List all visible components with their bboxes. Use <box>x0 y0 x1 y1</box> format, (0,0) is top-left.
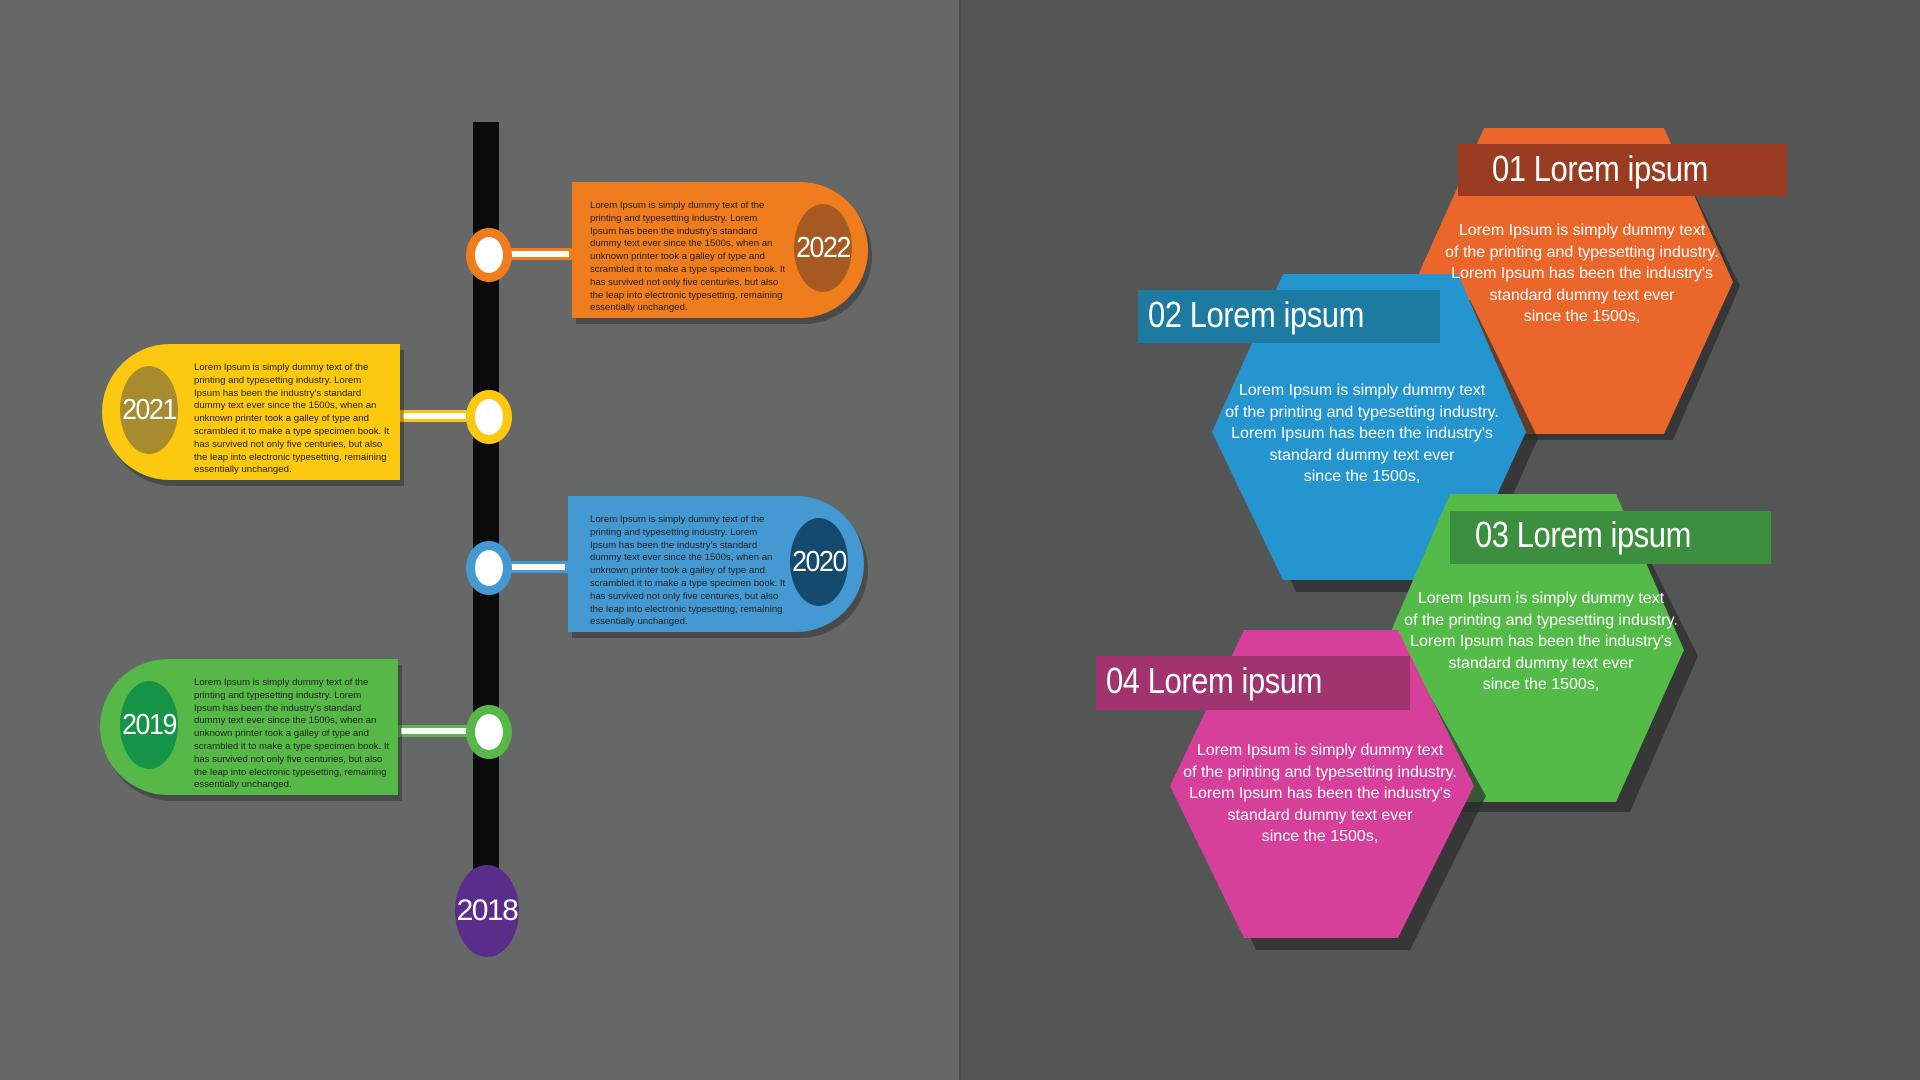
hexagon-04-line: since the 1500s, <box>1261 828 1379 845</box>
timeline-card-2022-text: Lorem Ipsum is simply dummy text of the … <box>590 200 786 314</box>
timeline-year-2019: 2019 <box>122 708 177 741</box>
hexagon-02-line: Lorem Ipsum is simply dummy text <box>1238 382 1486 399</box>
hexagon-02-title: 02 Lorem ipsum <box>1148 294 1364 335</box>
timeline-node-2019 <box>466 705 512 759</box>
hexagon-04-title: 04 Lorem ipsum <box>1106 660 1322 701</box>
timeline-card-2019-text: Lorem Ipsum is simply dummy text of the … <box>194 677 390 791</box>
hexagon-01-line: of the printing and typesetting industry… <box>1445 243 1719 261</box>
hexagon-02-line: of the printing and typesetting industry… <box>1225 403 1499 421</box>
timeline-card-2021: 2021 Lorem Ipsum is simply dummy text of… <box>102 344 400 480</box>
hexagon-03-line: Lorem Ipsum is simply dummy text <box>1417 590 1665 607</box>
hexagon-03 <box>1383 494 1771 812</box>
hexagon-03-body: Lorem Ipsum is simply dummy text of the … <box>1381 588 1701 696</box>
hexagon-04-line: standard dummy text ever <box>1227 806 1413 824</box>
timeline-year-2020: 2020 <box>792 545 847 578</box>
hexagon-04 <box>1096 630 1486 950</box>
hexagon-04-line: Lorem Ipsum has been the industry's <box>1189 785 1451 802</box>
timeline-node-2021 <box>466 390 512 444</box>
timeline-start-year: 2018 <box>456 894 519 927</box>
hexagon-03-title: 03 Lorem ipsum <box>1475 514 1691 555</box>
hexagon-01-line: since the 1500s, <box>1523 308 1641 325</box>
timeline-node-2022 <box>466 228 512 282</box>
hexagon-03-line: of the printing and typesetting industry… <box>1404 611 1678 629</box>
hexagon-04-line: of the printing and typesetting industry… <box>1183 763 1457 781</box>
timeline-card-2022: Lorem Ipsum is simply dummy text of the … <box>572 182 868 318</box>
timeline-card-2020: Lorem Ipsum is simply dummy text of the … <box>568 496 864 632</box>
timeline-card-2021-text: Lorem Ipsum is simply dummy text of the … <box>194 362 390 476</box>
hexagon-01-body: Lorem Ipsum is simply dummy text of the … <box>1422 220 1742 328</box>
hexagon-01-line: Lorem Ipsum has been the industry's <box>1451 265 1713 282</box>
timeline-year-badge-2019: 2019 <box>120 681 178 769</box>
hexagon-01-line: Lorem Ipsum is simply dummy text <box>1458 222 1706 239</box>
hexagon-04-line: Lorem Ipsum is simply dummy text <box>1196 742 1444 759</box>
timeline-start-node: 2018 <box>455 865 519 957</box>
timeline-year-badge-2020: 2020 <box>790 518 848 606</box>
hexagon-02-line: since the 1500s, <box>1303 468 1421 485</box>
timeline-node-2020 <box>466 541 512 595</box>
hexagon-02-body: Lorem Ipsum is simply dummy text of the … <box>1202 380 1522 488</box>
panel-divider <box>959 0 961 1080</box>
timeline-card-2020-text: Lorem Ipsum is simply dummy text of the … <box>590 514 786 628</box>
timeline-year-2021: 2021 <box>122 393 177 426</box>
hexagon-03-line: since the 1500s, <box>1482 676 1600 693</box>
timeline-year-badge-2022: 2022 <box>794 204 852 292</box>
hexagon-01-title: 01 Lorem ipsum <box>1492 148 1708 189</box>
timeline-card-2019: 2019 Lorem Ipsum is simply dummy text of… <box>100 659 398 795</box>
hexagon-02-line: standard dummy text ever <box>1269 446 1455 464</box>
hexagon-03-line: Lorem Ipsum has been the industry's <box>1410 633 1672 650</box>
timeline-year-badge-2021: 2021 <box>120 366 178 454</box>
hexagon-01-line: standard dummy text ever <box>1489 286 1675 304</box>
hexagon-04-body: Lorem Ipsum is simply dummy text of the … <box>1160 740 1480 848</box>
hexagon-02-line: Lorem Ipsum has been the industry's <box>1231 425 1493 442</box>
hexagon-03-line: standard dummy text ever <box>1448 654 1634 672</box>
timeline-year-2022: 2022 <box>796 231 851 264</box>
